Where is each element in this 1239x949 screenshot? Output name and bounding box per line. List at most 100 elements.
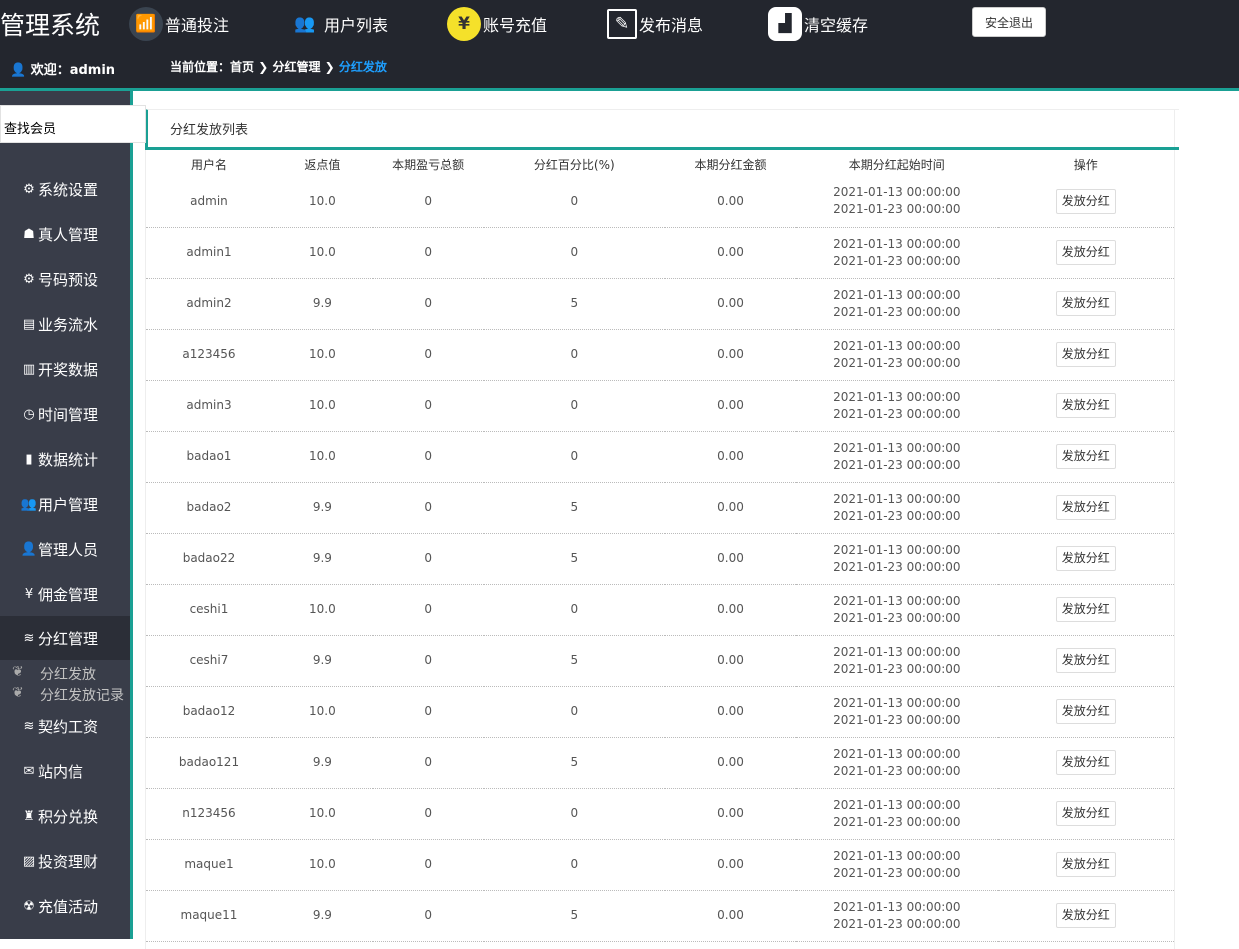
sidebar-item-0[interactable]: ⚙ 系统设置 bbox=[0, 167, 130, 211]
issue-dividend-button[interactable]: 发放分红 bbox=[1055, 444, 1116, 469]
sidebar-item-8[interactable]: 👤 管理人员 bbox=[0, 527, 130, 571]
column-header: 本期盈亏总额 bbox=[392, 157, 465, 172]
start-time: 2021-01-13 00:00:00 bbox=[833, 746, 961, 761]
sidebar-item-label: 投资理财 bbox=[38, 852, 99, 871]
mail-icon: ✉ bbox=[23, 763, 35, 779]
issue-dividend-button[interactable]: 发放分红 bbox=[1055, 648, 1116, 673]
table-cell: admin1 bbox=[146, 227, 272, 279]
sidebar-item-label: 管理人员 bbox=[38, 540, 99, 559]
period-cell: 2021-01-13 00:00:00 2021-01-23 00:00:00 bbox=[796, 227, 998, 279]
issue-dividend-button[interactable]: 发放分红 bbox=[1055, 393, 1116, 418]
table-cell: 0.00 bbox=[665, 176, 797, 228]
action-cell: 发放分红 bbox=[997, 635, 1174, 687]
table-row: badao1 10.0 0 0 0.00 2021-01-13 00:00:00 2021-… bbox=[146, 431, 1174, 483]
table-cell: 0 bbox=[372, 584, 484, 636]
table-cell: 0 bbox=[372, 839, 484, 891]
table-cell: 0 bbox=[483, 176, 666, 228]
nav-user-list[interactable]: 👥 用户列表 bbox=[288, 6, 388, 42]
issue-dividend-button[interactable]: 发放分红 bbox=[1055, 801, 1116, 826]
table-cell: ceshi7 bbox=[146, 635, 272, 687]
sidebar-item-label: 积分兑换 bbox=[38, 807, 99, 826]
sidebar-item-5[interactable]: ◷ 时间管理 bbox=[0, 392, 130, 436]
gear-icon: ⚙ bbox=[23, 181, 35, 197]
sidebar-item-3[interactable]: ▤ 业务流水 bbox=[0, 302, 130, 346]
end-time: 2021-01-23 00:00:00 bbox=[833, 763, 961, 778]
sidebar-item-11[interactable]: ≋ 契约工资 bbox=[0, 704, 130, 748]
table-row: badao12 10.0 0 0 0.00 2021-01-13 00:00:00 2021… bbox=[146, 686, 1174, 738]
table-row: ceshi7 9.9 0 5 0.00 2021-01-13 00:00:00 2021-0… bbox=[146, 635, 1174, 687]
issue-dividend-button[interactable]: 发放分红 bbox=[1055, 188, 1116, 214]
action-cell: 发放分红 bbox=[997, 686, 1174, 738]
logout-button[interactable]: 安全退出 bbox=[972, 7, 1046, 37]
table-cell: 0.00 bbox=[665, 788, 797, 840]
issue-dividend-button[interactable]: 发放分红 bbox=[1055, 903, 1116, 928]
nav-normal-bet[interactable]: 📶 普通投注 bbox=[129, 6, 229, 42]
table-cell: 5 bbox=[483, 890, 666, 942]
issue-dividend-button[interactable]: 发放分红 bbox=[1055, 342, 1116, 367]
nav-recharge[interactable]: ¥ 账号充值 bbox=[447, 6, 547, 42]
action-cell: 发放分红 bbox=[997, 890, 1174, 942]
issue-dividend-button[interactable]: 发放分红 bbox=[1055, 852, 1116, 877]
sidebar-item-14[interactable]: ▨ 投资理财 bbox=[0, 839, 130, 883]
end-time: 2021-01-23 00:00:00 bbox=[833, 661, 961, 676]
sidebar-item-15[interactable]: ☢ 充值活动 bbox=[0, 884, 130, 928]
issue-dividend-button[interactable]: 发放分红 bbox=[1055, 597, 1116, 622]
table-cell: 0 bbox=[372, 788, 484, 840]
table-cell: 0 bbox=[372, 737, 484, 789]
issue-dividend-button[interactable]: 发放分红 bbox=[1055, 546, 1116, 571]
sidebar-item-4[interactable]: ▥ 开奖数据 bbox=[0, 347, 130, 391]
sidebar-item-2[interactable]: ⚙ 号码预设 bbox=[0, 257, 130, 301]
table-cell: 0.00 bbox=[665, 635, 797, 687]
sidebar-item-9[interactable]: ¥ 佣金管理 bbox=[0, 572, 130, 616]
table-row: badao22 9.9 0 5 0.00 2021-01-13 00:00:00 2021-… bbox=[146, 533, 1174, 585]
table-cell: a123456 bbox=[146, 329, 272, 381]
issue-dividend-button[interactable]: 发放分红 bbox=[1055, 495, 1116, 520]
issue-dividend-button[interactable]: 发放分红 bbox=[1055, 750, 1116, 775]
sidebar-item-label: 用户管理 bbox=[38, 495, 99, 514]
table-cell: 0.00 bbox=[665, 431, 797, 483]
sidebar-item-label: 站内信 bbox=[38, 762, 84, 781]
issue-dividend-button[interactable]: 发放分红 bbox=[1055, 699, 1116, 724]
action-cell: 发放分红 bbox=[997, 584, 1174, 636]
top-bar: 管理系统 📶 普通投注 👥 用户列表 ¥ 账号充值 ✎ 发布消息 ▟ 清空缓存 安全退出 … bbox=[0, 0, 1239, 88]
end-time: 2021-01-23 00:00:00 bbox=[833, 355, 961, 370]
sidebar-item-13[interactable]: ♜ 积分兑换 bbox=[0, 794, 130, 838]
sidebar-item-7[interactable]: 👥 用户管理 bbox=[0, 482, 130, 526]
sidebar-item-6[interactable]: ▮ 数据统计 bbox=[0, 437, 130, 481]
table-cell: 0 bbox=[372, 686, 484, 738]
sidebar-item-label: 真人管理 bbox=[38, 225, 99, 244]
database-icon: ≋ bbox=[23, 718, 35, 734]
breadcrumb-prefix: 当前位置： bbox=[170, 60, 231, 74]
breadcrumb-parent[interactable]: 分红管理 bbox=[272, 60, 321, 74]
table-cell: 10.0 bbox=[271, 839, 373, 891]
table-cell: 0.00 bbox=[665, 686, 797, 738]
end-time: 2021-01-23 00:00:00 bbox=[833, 559, 961, 574]
money-bag-icon: ¥ bbox=[447, 7, 481, 41]
table-row: admin 10.0 0 0 0.00 2021-01-13 00:00:00 2021-0… bbox=[146, 176, 1174, 228]
breadcrumb-home[interactable]: 首页 bbox=[230, 60, 255, 74]
search-member-input[interactable]: 查找会员 bbox=[0, 105, 146, 143]
sidebar-item-12[interactable]: ✉ 站内信 bbox=[0, 749, 130, 793]
sidebar-item-1[interactable]: ☗ 真人管理 bbox=[0, 212, 130, 256]
column-header: 用户名 bbox=[190, 157, 227, 172]
issue-dividend-button[interactable]: 发放分红 bbox=[1055, 240, 1116, 265]
issue-dividend-button[interactable]: 发放分红 bbox=[1055, 291, 1116, 316]
sidebar-subitem-1[interactable]: ❦ 分红发放记录 bbox=[12, 685, 124, 705]
table-cell: 0.00 bbox=[665, 890, 797, 942]
end-time: 2021-01-23 00:00:00 bbox=[833, 865, 961, 880]
sidebar-subitem-0[interactable]: ❦ 分红发放 bbox=[12, 664, 96, 684]
table-cell: 10.0 bbox=[271, 176, 373, 228]
action-cell: 发放分红 bbox=[997, 176, 1174, 228]
action-cell: 发放分红 bbox=[997, 839, 1174, 891]
nav-clear-cache[interactable]: ▟ 清空缓存 bbox=[768, 6, 868, 42]
column-header: 返点值 bbox=[304, 157, 341, 172]
nav-publish-message[interactable]: ✎ 发布消息 bbox=[607, 6, 703, 42]
panel-title: 分红发放列表 bbox=[145, 109, 1179, 150]
sidebar-item-10[interactable]: ≋ 分红管理 bbox=[0, 616, 130, 660]
period-cell: 2021-01-13 00:00:00 2021-01-23 00:00:00 bbox=[796, 839, 998, 891]
nav-label: 用户列表 bbox=[324, 16, 389, 35]
table-cell: 5 bbox=[483, 533, 666, 585]
table-cell: badao1 bbox=[146, 431, 272, 483]
period-cell: 2021-01-13 00:00:00 2021-01-23 00:00:00 bbox=[796, 686, 998, 738]
start-time: 2021-01-13 00:00:00 bbox=[833, 644, 961, 659]
